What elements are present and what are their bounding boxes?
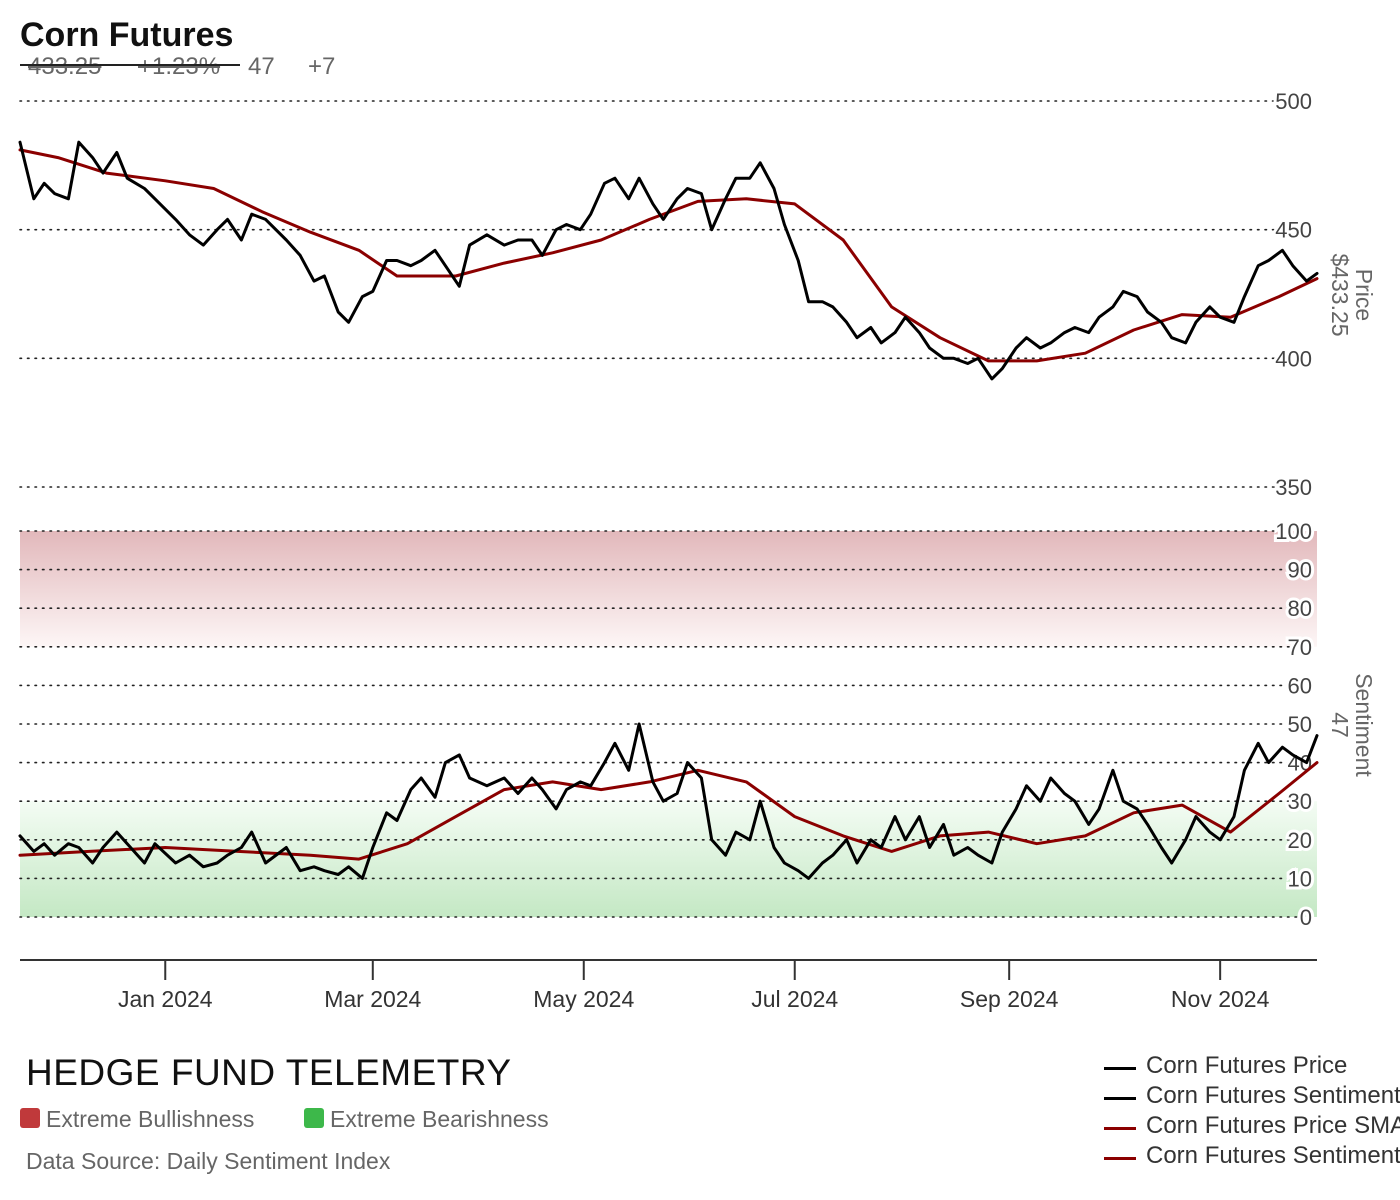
sentiment-tick-label: 0	[1300, 905, 1312, 930]
x-tick-label: Mar 2024	[324, 986, 421, 1012]
price-tick-label: 400	[1275, 346, 1312, 371]
x-tick-label: May 2024	[533, 986, 634, 1012]
price-tick-label: 500	[1275, 89, 1312, 114]
sentiment-tick-label: 10	[1288, 866, 1312, 891]
legend-line-icon	[1104, 1127, 1136, 1130]
price-axis-label-line: $433.25	[1327, 253, 1353, 336]
extreme-bull-zone	[20, 531, 1317, 647]
legend-item-sentiment[interactable]: Corn Futures Sentiment	[1104, 1082, 1400, 1112]
legend-label: Corn Futures Sentiment SMA	[1146, 1142, 1400, 1169]
x-tick-label: Jan 2024	[118, 986, 213, 1012]
legend-label: Corn Futures Sentiment	[1146, 1082, 1400, 1109]
chart-title: Corn Futures	[20, 16, 234, 54]
extreme-bull-label: Extreme Bullishness	[46, 1106, 255, 1132]
extreme-bull-swatch	[20, 1108, 40, 1128]
corn-futures-sentiment-sma-line	[18, 761, 1319, 861]
x-tick-label: Sep 2024	[960, 986, 1059, 1012]
sentiment-tick-label: 70	[1288, 635, 1312, 660]
legend-line-icon	[1104, 1157, 1136, 1160]
extreme-bear-label: Extreme Bearishness	[330, 1106, 549, 1132]
sentiment-tick-label: 50	[1288, 712, 1312, 737]
legend-label: Corn Futures Price SMA	[1146, 1112, 1400, 1139]
price-axis-label-line: Price	[1351, 269, 1377, 321]
sentiment-tick-label: 90	[1288, 558, 1312, 583]
price-axis-label: Price$433.25	[1327, 253, 1377, 336]
legend-item-sentiment-sma[interactable]: Corn Futures Sentiment SMA	[1104, 1142, 1400, 1172]
sentiment-tick-label: 100	[1275, 519, 1312, 544]
extreme-bear-zone	[20, 801, 1317, 917]
price-tick-label: 450	[1275, 218, 1312, 243]
price-tick-label: 350	[1275, 475, 1312, 500]
sentiment-tick-label: 60	[1288, 673, 1312, 698]
legend-line-icon	[1104, 1097, 1136, 1100]
x-tick-label: Jul 2024	[751, 986, 838, 1012]
sentiment-value: 47	[248, 53, 275, 80]
sentiment-axis-label-line: 47	[1327, 712, 1353, 738]
x-tick-label: Nov 2024	[1171, 986, 1270, 1012]
legend-item-price-sma[interactable]: Corn Futures Price SMA	[1104, 1112, 1400, 1142]
brand-name: HEDGE FUND TELEMETRY	[26, 1052, 512, 1093]
corn-futures-sentiment-line	[18, 722, 1319, 880]
strike-line	[20, 64, 240, 66]
sentiment-tick-label: 20	[1288, 828, 1312, 853]
legend-line-icon	[1104, 1067, 1136, 1070]
sentiment-tick-label: 30	[1288, 789, 1312, 814]
legend-label: Corn Futures Price	[1146, 1052, 1348, 1079]
corn-futures-price-line	[18, 140, 1319, 381]
sentiment-axis-label: Sentiment47	[1327, 673, 1377, 777]
extreme-bear-swatch	[304, 1108, 324, 1128]
price-change: +1.23%	[138, 53, 221, 80]
corn-futures-price-sma-line	[18, 148, 1319, 363]
price-value: 433.25	[28, 53, 102, 80]
sentiment-change: +7	[308, 53, 336, 80]
sentiment-axis-label-line: Sentiment	[1351, 673, 1377, 777]
sentiment-tick-label: 80	[1288, 596, 1312, 621]
data-source: Data Source: Daily Sentiment Index	[26, 1148, 391, 1174]
series-legend: Corn Futures Price Corn Futures Sentimen…	[1104, 1052, 1400, 1172]
legend-item-price[interactable]: Corn Futures Price	[1104, 1052, 1400, 1082]
